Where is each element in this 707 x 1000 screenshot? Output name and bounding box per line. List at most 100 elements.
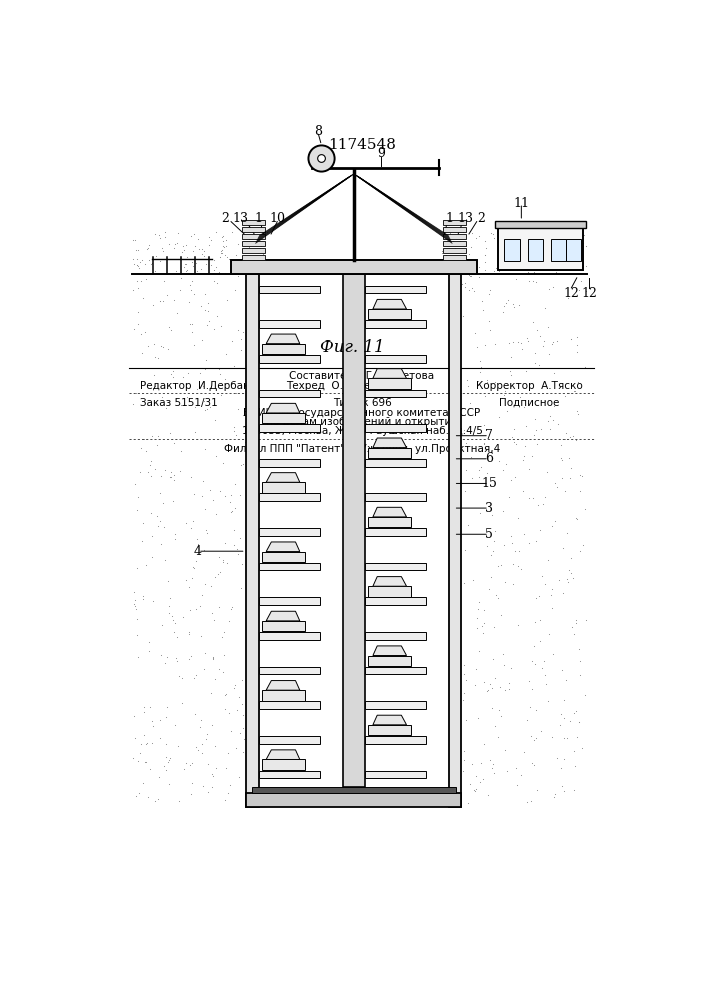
Point [479,436,490,452]
Point [456,276,467,292]
Point [460,279,471,295]
Point [197,488,208,504]
Point [176,695,187,711]
Point [530,254,542,270]
Point [460,435,472,451]
Point [180,237,192,253]
Point [544,408,556,424]
Point [539,489,550,505]
Point [555,706,566,722]
Text: 1: 1 [255,212,263,225]
Point [469,325,481,341]
Point [514,297,525,313]
Point [481,683,492,699]
Point [256,238,267,254]
Point [154,730,165,746]
Text: Филиал ППП "Патент", г.Ужгород, ул.Проектная,4: Филиал ППП "Патент", г.Ужгород, ул.Проек… [224,444,500,454]
Point [244,243,255,259]
Point [207,651,218,667]
Point [254,240,265,256]
Polygon shape [266,542,300,552]
Point [186,648,197,664]
Point [198,542,209,558]
Point [209,321,220,337]
Point [571,511,583,527]
Point [218,228,229,244]
Point [190,553,201,569]
Point [137,591,148,607]
Point [206,232,217,248]
Bar [262,552,305,562]
Circle shape [308,145,334,172]
Text: 8: 8 [314,125,322,138]
Point [524,535,535,551]
Point [576,257,588,273]
Point [239,434,250,450]
Bar [365,493,426,501]
Point [229,476,240,492]
Point [475,353,486,369]
Point [565,470,576,486]
Point [501,456,512,472]
Point [573,282,585,298]
Point [230,247,241,263]
Point [206,685,217,701]
Point [151,248,162,264]
Point [499,742,510,758]
Point [188,258,199,274]
Point [218,233,229,249]
Point [222,785,233,801]
Point [170,650,182,666]
Text: 15: 15 [481,477,497,490]
Point [464,268,475,284]
Point [484,313,495,329]
Point [228,423,239,439]
Point [233,769,245,785]
Point [207,649,218,665]
Point [235,457,247,473]
Point [526,245,537,261]
Point [511,375,522,391]
Point [556,662,567,678]
Point [228,419,240,435]
Point [169,615,180,631]
Point [512,777,523,793]
Point [234,487,245,503]
Point [164,425,175,441]
Point [571,337,583,353]
Point [519,438,530,454]
Point [483,682,494,698]
Point [165,469,177,485]
Point [219,701,230,717]
Point [466,756,477,772]
Bar [495,221,586,228]
Point [563,235,575,251]
Point [134,260,145,276]
Point [470,781,481,797]
Point [211,308,223,324]
Bar [259,320,320,328]
Point [238,720,249,736]
Point [452,248,464,264]
Text: 2: 2 [477,212,485,225]
Point [486,760,498,776]
Point [218,647,230,663]
Point [477,380,488,396]
Point [478,771,489,787]
Point [205,399,216,415]
Point [536,660,547,676]
Point [163,573,174,589]
Point [479,247,491,263]
Point [144,237,155,253]
Point [556,470,568,486]
Point [459,275,470,291]
Bar [443,234,466,239]
Point [484,752,496,768]
Point [562,574,573,590]
Bar [449,265,461,807]
Point [237,707,248,723]
Point [573,714,585,730]
Point [134,785,145,801]
Point [218,455,229,471]
Point [551,333,562,349]
